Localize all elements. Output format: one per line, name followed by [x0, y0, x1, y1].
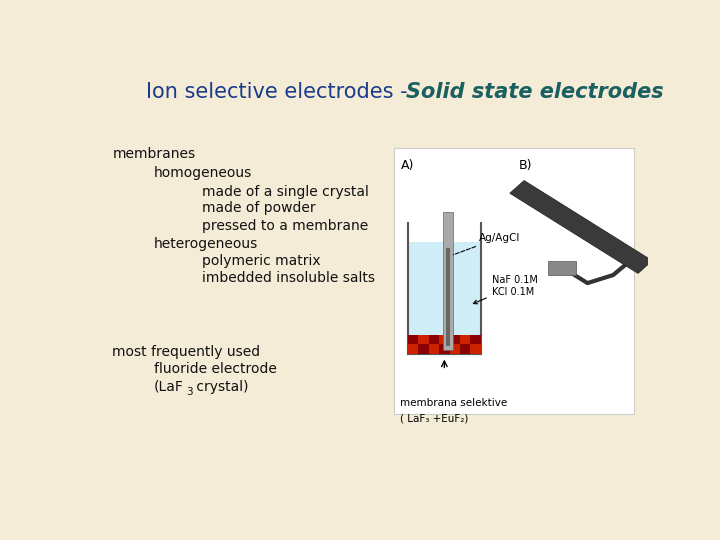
Text: made of a single crystal: made of a single crystal: [202, 185, 369, 199]
Bar: [446, 248, 449, 346]
Text: imbedded insoluble salts: imbedded insoluble salts: [202, 271, 374, 285]
Bar: [408, 335, 481, 354]
Text: membranes: membranes: [112, 147, 195, 161]
Text: most frequently used: most frequently used: [112, 345, 261, 359]
Bar: [429, 345, 439, 354]
Text: heterogeneous: heterogeneous: [154, 237, 258, 251]
Text: made of powder: made of powder: [202, 201, 315, 215]
Text: (LaF: (LaF: [154, 380, 184, 394]
Bar: [418, 335, 429, 345]
Bar: [439, 335, 449, 345]
Polygon shape: [510, 180, 652, 273]
Bar: [460, 335, 470, 345]
Text: B): B): [519, 159, 532, 172]
Text: Ion selective electrodes -: Ion selective electrodes -: [145, 82, 414, 102]
Text: ( LaF₃ +EuF₂): ( LaF₃ +EuF₂): [400, 414, 468, 423]
Bar: [408, 241, 481, 335]
Bar: [443, 212, 453, 350]
Text: crystal): crystal): [192, 380, 248, 394]
Text: membrana selektive: membrana selektive: [400, 398, 507, 408]
Text: A): A): [401, 159, 414, 172]
Bar: [470, 345, 481, 354]
Bar: [394, 148, 634, 414]
Text: Solid state electrodes: Solid state electrodes: [406, 82, 664, 102]
Text: homogeneous: homogeneous: [154, 166, 253, 180]
Text: Ag/AgCl: Ag/AgCl: [454, 233, 520, 255]
Text: fluoride electrode: fluoride electrode: [154, 362, 277, 376]
Text: NaF 0.1M
KCl 0.1M: NaF 0.1M KCl 0.1M: [474, 275, 538, 304]
Bar: [408, 345, 418, 354]
Text: polymeric matrix: polymeric matrix: [202, 254, 320, 268]
Bar: [449, 345, 460, 354]
Text: pressed to a membrane: pressed to a membrane: [202, 219, 368, 233]
Bar: [548, 261, 576, 275]
Text: 3: 3: [186, 387, 193, 396]
